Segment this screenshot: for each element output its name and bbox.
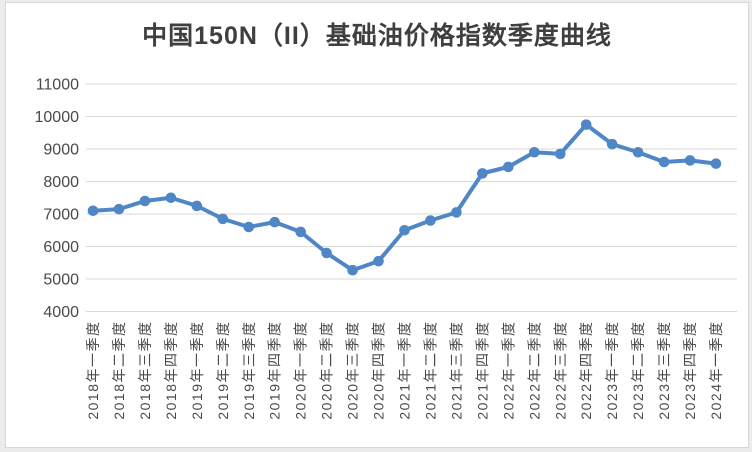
- x-tick-label: 2020年三季度: [345, 321, 361, 420]
- data-point-marker: [425, 215, 436, 226]
- data-point-marker: [580, 119, 592, 130]
- x-tick-label: 2022年二季度: [526, 321, 542, 420]
- y-tick-label: 7000: [43, 207, 79, 224]
- y-tick-label: 9000: [43, 142, 79, 159]
- price-line: [91, 122, 718, 273]
- data-point-marker: [451, 207, 462, 218]
- x-tick-label: 2021年四季度: [474, 321, 490, 420]
- x-tick-label: 2018年二季度: [111, 321, 127, 420]
- y-tick-label: 4000: [43, 304, 79, 321]
- x-tick-label: 2020年四季度: [371, 321, 387, 420]
- data-point-marker: [710, 158, 722, 169]
- quarterly-price-line-chart: 11000 10000 9000 8000 7000 6000 5000 4000 2018年一…: [35, 77, 737, 420]
- data-point-marker: [295, 226, 306, 238]
- data-point-marker: [554, 148, 566, 160]
- x-tick-label: 2018年四季度: [163, 321, 179, 420]
- y-tick-label: 6000: [43, 239, 79, 256]
- x-tick-label: 2019年二季度: [215, 321, 231, 420]
- x-tick-label: 2023年三季度: [656, 321, 672, 420]
- x-tick-label: 2023年四季度: [682, 321, 698, 420]
- data-point-marker: [321, 247, 332, 259]
- data-point-marker: [684, 155, 696, 166]
- data-point-marker: [347, 264, 358, 276]
- data-point-marker: [528, 146, 540, 158]
- x-tick-label: 2021年一季度: [397, 321, 413, 420]
- chart-title: 中国150N（II）基础油价格指数季度曲线: [142, 22, 612, 50]
- data-point-marker: [606, 138, 618, 150]
- data-point-marker: [399, 224, 410, 236]
- x-tick-label: 2021年三季度: [448, 320, 464, 419]
- y-tick-label: 8000: [43, 174, 79, 191]
- y-tick-label: 5000: [43, 272, 79, 289]
- x-tick-label: 2022年四季度: [578, 321, 594, 420]
- data-point-marker: [243, 221, 255, 233]
- x-tick-label: 2023年一季度: [604, 321, 620, 420]
- data-point-marker: [139, 195, 151, 207]
- x-tick-label: 2022年三季度: [552, 321, 568, 420]
- data-point-marker: [87, 205, 99, 217]
- price-line-path: [91, 122, 718, 273]
- y-tick-label: 11000: [36, 77, 79, 94]
- x-tick-label: 2022年一季度: [500, 321, 516, 420]
- data-point-markers: [87, 119, 722, 276]
- data-point-marker: [477, 168, 488, 179]
- x-tick-label: 2019年三季度: [241, 321, 257, 420]
- y-axis-labels: 11000 10000 9000 8000 7000 6000 5000 4000: [35, 77, 80, 322]
- gridlines: [86, 83, 737, 312]
- x-tick-label: 2020年一季度: [293, 321, 309, 420]
- chart-card: 中国150N（II）基础油价格指数季度曲线 11000 10000 9000 8000…: [5, 2, 749, 448]
- data-point-marker: [269, 216, 281, 228]
- x-tick-label: 2024年一季度: [708, 321, 724, 420]
- x-tick-label: 2019年一季度: [189, 321, 205, 420]
- x-tick-label: 2018年三季度: [137, 321, 153, 420]
- data-point-marker: [658, 156, 670, 168]
- data-point-marker: [165, 192, 177, 204]
- data-point-marker: [113, 203, 125, 215]
- data-point-marker: [503, 161, 514, 173]
- x-tick-label: 2021年二季度: [422, 321, 438, 420]
- x-axis-labels: 2018年一季度 2018年二季度 2018年三季度 2018年四季度 2019年一季度…: [85, 320, 724, 419]
- x-tick-label: 2020年二季度: [319, 321, 335, 420]
- data-point-marker: [191, 200, 203, 212]
- data-point-marker: [217, 213, 229, 225]
- data-point-marker: [373, 255, 384, 267]
- y-tick-label: 10000: [35, 109, 80, 126]
- x-tick-label: 2018年一季度: [85, 321, 101, 420]
- data-point-marker: [632, 146, 644, 158]
- x-tick-label: 2019年四季度: [267, 321, 283, 420]
- x-tick-label: 2023年二季度: [630, 321, 646, 420]
